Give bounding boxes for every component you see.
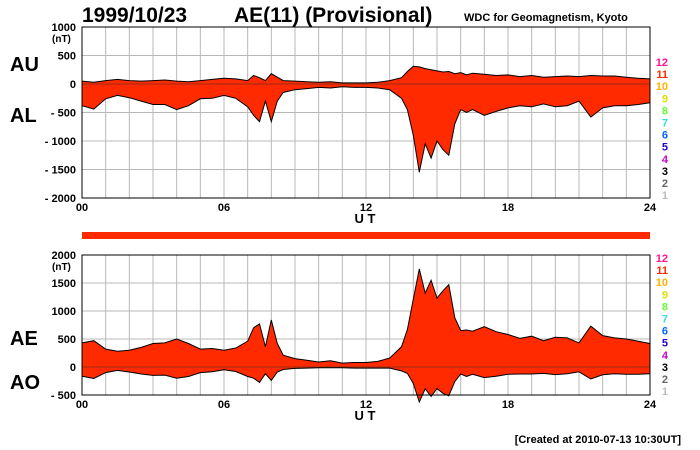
unit-label-bottom: (nT)	[52, 262, 71, 273]
y-tick-label: - 1000	[45, 136, 76, 148]
legend-level-label: 5	[662, 338, 668, 350]
x-axis-label-bottom: U T	[355, 408, 376, 423]
y-tick-label: 1000	[52, 22, 76, 34]
x-tick-label: 12	[360, 399, 372, 411]
plot-frame	[81, 254, 651, 396]
legend-level-label: 1	[662, 386, 668, 398]
legend-level-label: 3	[662, 362, 668, 374]
legend-level-label: 8	[662, 301, 668, 313]
legend-level-label: 1	[662, 190, 668, 202]
x-tick-label: 00	[76, 202, 88, 214]
activity-strip-bar	[82, 232, 650, 239]
legend-level-label: 2	[662, 374, 668, 386]
y-tick-label: 1500	[52, 278, 76, 290]
legend-level-label: 12	[656, 253, 668, 265]
legend-level-label: 2	[662, 178, 668, 190]
ao-label: AO	[10, 372, 40, 394]
index-fill-area	[82, 66, 650, 173]
created-timestamp: [Created at 2010-07-13 10:30UT]	[515, 434, 682, 446]
ae-label: AE	[10, 328, 38, 350]
legend-level-label: 3	[662, 166, 668, 178]
y-tick-label: 2000	[52, 250, 76, 262]
date-title: 1999/10/23	[82, 4, 187, 27]
y-tick-label: 1000	[52, 306, 76, 318]
activity-strip	[82, 232, 650, 239]
y-tick-label: - 500	[51, 390, 76, 402]
legend-level-label: 12	[656, 57, 668, 69]
series-line-ae	[81, 268, 651, 364]
y-tick-label: 0	[70, 362, 76, 374]
y-tick-label: - 1500	[45, 165, 76, 177]
series-line-au	[81, 65, 651, 84]
series-line-ao	[81, 367, 651, 404]
x-axis-label-top: U T	[355, 211, 376, 226]
x-tick-label: 24	[644, 399, 657, 411]
legend-level-label: 9	[662, 289, 668, 301]
y-tick-label: 500	[58, 334, 76, 346]
legend-level-label: 6	[662, 326, 668, 338]
y-tick-label: - 2000	[45, 193, 76, 205]
series-line-al	[81, 86, 651, 173]
legend-level-label: 7	[662, 314, 668, 326]
legend-level-label: 11	[656, 265, 668, 277]
x-tick-label: 06	[218, 202, 230, 214]
al-label: AL	[10, 105, 37, 127]
legend-level-label: 4	[662, 154, 669, 166]
unit-label-top: (nT)	[52, 34, 71, 45]
plot-frame	[81, 26, 651, 199]
legend-level-label: 10	[656, 277, 668, 289]
x-tick-label: 18	[502, 399, 514, 411]
legend-level-label: 10	[656, 81, 668, 93]
index-title: AE(11) (Provisional)	[234, 4, 432, 27]
legend-level-label: 4	[662, 350, 669, 362]
x-tick-label: 24	[644, 202, 657, 214]
x-tick-label: 06	[218, 399, 230, 411]
x-tick-label: 12	[360, 202, 372, 214]
legend-level-label: 8	[662, 105, 668, 117]
index-fill-area	[82, 269, 650, 402]
y-tick-label: 500	[58, 51, 76, 63]
source-label: WDC for Geomagnetism, Kyoto	[464, 12, 628, 24]
legend-level-label: 5	[662, 142, 668, 154]
y-tick-label: - 500	[51, 108, 76, 120]
x-tick-label: 00	[76, 399, 88, 411]
legend-level-label: 6	[662, 130, 668, 142]
legend-level-label: 11	[656, 69, 668, 81]
legend-level-label: 7	[662, 118, 668, 130]
au-label: AU	[10, 54, 39, 76]
x-tick-label: 18	[502, 202, 514, 214]
legend-level-label: 9	[662, 93, 668, 105]
y-tick-label: 0	[70, 79, 76, 91]
